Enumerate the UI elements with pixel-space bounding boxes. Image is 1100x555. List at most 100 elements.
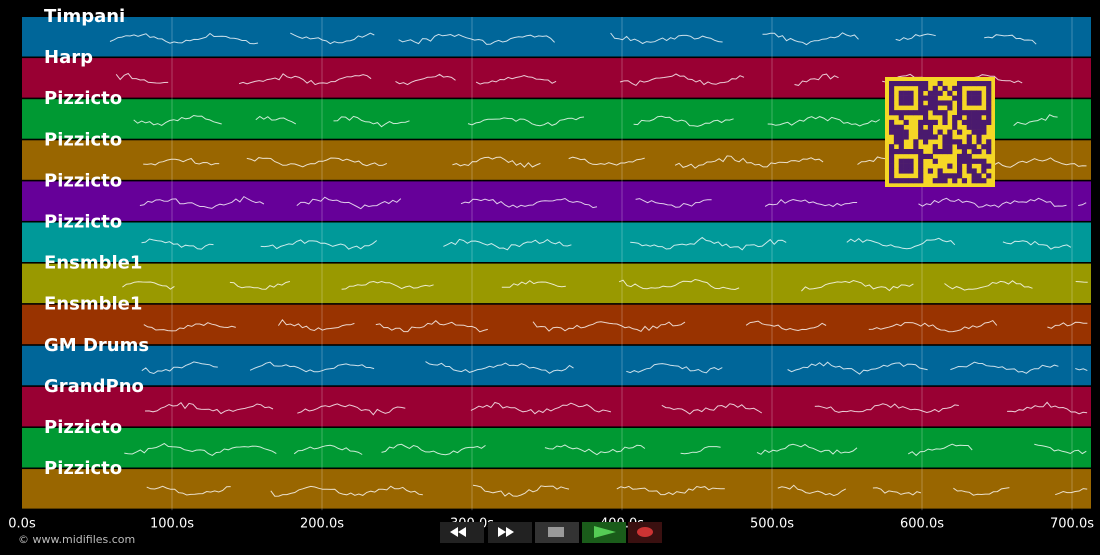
qr-cell <box>981 110 987 116</box>
note-trace <box>293 444 363 455</box>
qr-cell <box>957 144 963 150</box>
qr-cell <box>961 153 968 160</box>
qr-cell <box>932 149 938 155</box>
note-trace <box>124 442 277 456</box>
qr-cell <box>947 129 953 135</box>
note-trace <box>618 278 740 291</box>
qr-cell <box>986 110 992 116</box>
qr-cell <box>971 115 977 121</box>
qr-cell <box>898 139 904 145</box>
note-trace <box>610 32 723 45</box>
qr-cell <box>932 144 938 150</box>
qr-cell <box>918 163 924 169</box>
qr-cell <box>898 129 904 135</box>
qr-cell <box>923 85 929 92</box>
qr-cell <box>918 168 924 174</box>
qr-cell <box>918 95 924 101</box>
qr-cell <box>966 124 972 130</box>
note-trace <box>229 281 291 290</box>
qr-cell <box>981 163 987 169</box>
qr-cell <box>971 124 977 130</box>
qr-cell <box>937 81 943 87</box>
note-trace <box>1002 240 1072 250</box>
qr-cell <box>903 163 909 169</box>
note-trace <box>984 34 1037 45</box>
qr-cell <box>957 129 963 135</box>
qr-code <box>885 77 995 187</box>
note-trace <box>238 73 372 86</box>
track-name: Pizzicto <box>44 458 122 479</box>
qr-cell <box>889 90 895 96</box>
qr-cell <box>957 153 963 160</box>
note-trace <box>626 363 723 374</box>
qr-cell <box>937 178 943 184</box>
qr-cell <box>937 100 943 106</box>
qr-cell <box>971 173 977 179</box>
track-band <box>22 304 1091 345</box>
qr-cell <box>908 158 914 164</box>
note-trace <box>260 239 378 250</box>
qr-cell <box>889 85 895 92</box>
time-grid <box>171 17 1073 511</box>
qr-cell <box>937 149 943 155</box>
note-trace <box>146 485 231 496</box>
track-name: Pizzicto <box>44 170 122 191</box>
note-trace <box>122 281 175 290</box>
note-trace <box>270 485 423 497</box>
note-trace <box>756 443 858 455</box>
qr-cell <box>976 129 982 135</box>
qr-cell <box>957 173 963 179</box>
qr-cell <box>937 90 943 96</box>
qr-cell <box>893 149 900 155</box>
qr-cell <box>923 95 929 101</box>
track-band <box>22 222 1091 262</box>
qr-cell <box>981 124 987 130</box>
track-band <box>22 263 1091 304</box>
qr-cell <box>918 134 924 140</box>
note-trace <box>1034 443 1087 455</box>
qr-cell <box>947 100 953 106</box>
note-trace <box>141 361 218 375</box>
qr-cell <box>893 129 900 135</box>
qr-cell <box>918 153 924 160</box>
qr-cell <box>927 119 934 126</box>
note-trace <box>133 114 222 126</box>
note-trace <box>630 236 787 251</box>
qr-cell <box>976 134 982 140</box>
qr-cell <box>986 119 992 126</box>
qr-cell <box>889 100 895 106</box>
qr-cell <box>961 144 968 150</box>
qr-cell <box>918 124 924 130</box>
qr-cell <box>971 81 977 87</box>
qr-cell <box>976 158 982 164</box>
note-trace <box>109 32 259 45</box>
qr-cell <box>966 163 972 169</box>
qr-cell <box>898 149 904 155</box>
qr-cell <box>942 149 948 155</box>
qr-cell <box>898 90 904 96</box>
qr-cell <box>966 95 972 101</box>
qr-cell <box>903 119 909 126</box>
qr-cell <box>957 105 963 111</box>
note-trace <box>868 319 998 333</box>
qr-cell <box>903 149 909 155</box>
qr-cell <box>908 81 914 87</box>
track-band <box>22 386 1091 427</box>
qr-cell <box>927 95 934 101</box>
note-trace <box>425 361 574 374</box>
note-trace <box>443 238 572 251</box>
track-band <box>22 181 1091 221</box>
note-trace <box>341 280 434 290</box>
qr-cell <box>971 178 977 184</box>
note-trace <box>460 197 598 209</box>
qr-cell <box>889 124 895 130</box>
qr-cell <box>918 178 924 184</box>
qr-cell <box>889 163 895 169</box>
qr-cell <box>918 173 924 179</box>
note-trace <box>801 279 914 292</box>
qr-cell <box>947 134 953 140</box>
qr-cell <box>957 90 963 96</box>
qr-cell <box>908 163 914 169</box>
note-trace <box>395 73 456 86</box>
note-trace <box>398 33 555 45</box>
